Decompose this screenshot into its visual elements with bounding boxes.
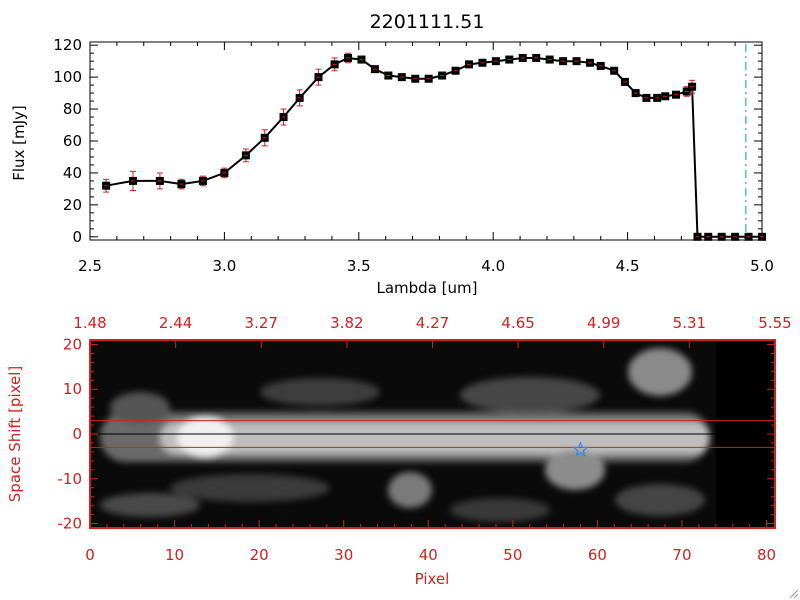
series-line [105, 56, 762, 238]
top-tick-label: 4.27 [416, 314, 449, 332]
plot-frame [89, 41, 763, 241]
x-tick-label: 0 [85, 546, 95, 564]
image-blobs [100, 348, 710, 522]
y-tick-label: 40 [63, 164, 82, 182]
y-axis-label: Flux [mJy] [10, 105, 28, 181]
top-tick-label: 5.55 [758, 314, 791, 332]
blob-right-upper [460, 377, 600, 413]
top-tick-label: 1.48 [73, 314, 106, 332]
y-tick-label: -20 [58, 515, 83, 533]
y-tick-label: -10 [58, 470, 83, 488]
bright-spot-left [177, 417, 233, 457]
top-tick-label: 4.65 [501, 314, 534, 332]
x-tick-label: 60 [588, 546, 607, 564]
blob-lower-c [170, 474, 330, 502]
spectrum-series [102, 52, 766, 241]
x-tick-labels: 2.5 3.0 3.5 4.0 4.5 5.0 [78, 257, 774, 275]
y-tick-label: 20 [63, 196, 82, 214]
x-axis-label: Lambda [um] [377, 279, 478, 297]
no-data-region [715, 340, 775, 528]
x-tick-label: 40 [419, 546, 438, 564]
left-y-tick-labels: -20 -10 0 10 20 [58, 335, 83, 532]
spectrum-chart: 2201111.51 0 20 40 60 80 100 120 2.5 3.0 3.5 4.0 4… [10, 11, 774, 297]
blob-lower-b [545, 450, 605, 490]
x-tick-label: 70 [672, 546, 691, 564]
blob-upper-right [628, 348, 692, 396]
x-tick-label: 4.0 [481, 257, 505, 275]
image-overlays [90, 420, 775, 457]
x-tick-label: 5.0 [750, 257, 774, 275]
top-tick-label: 3.27 [245, 314, 278, 332]
y-tick-label: 0 [72, 425, 82, 443]
x-tick-label: 10 [165, 546, 184, 564]
y-tick-label: 80 [63, 100, 82, 118]
spectral-image-chart: 0 10 20 30 40 50 60 70 80 1.48 2.44 3.27 3.82 4.27 4.… [6, 314, 792, 588]
blob-lower-f [450, 498, 550, 522]
trace-band [160, 422, 710, 454]
blob-lower-e [615, 484, 705, 516]
blob-lower-a [388, 472, 432, 508]
x-tick-label: 50 [503, 546, 522, 564]
blob-upper-left [110, 392, 170, 424]
pixel-axis-label: Pixel [415, 570, 450, 588]
y-tick-label: 100 [53, 68, 82, 86]
x-tick-label: 3.0 [212, 257, 236, 275]
chart-title: 2201111.51 [370, 11, 485, 33]
x-tick-label: 30 [334, 546, 353, 564]
y-tick-label: 60 [63, 132, 82, 150]
blob-lower-d [100, 493, 200, 517]
y-tick-label: 0 [72, 228, 82, 246]
y-tick-label: 120 [53, 36, 82, 54]
top-tick-label: 2.44 [159, 314, 192, 332]
top-tick-label: 3.82 [330, 314, 363, 332]
star-marker-icon [572, 441, 589, 457]
blob-mid-upper [260, 378, 380, 406]
x-tick-label: 20 [250, 546, 269, 564]
y-tick-label: 10 [63, 380, 82, 398]
top-tick-label: 4.99 [587, 314, 620, 332]
x-tick-label: 3.5 [347, 257, 371, 275]
x-tick-label: 80 [757, 546, 776, 564]
resize-grip-icon [789, 589, 799, 599]
bottom-x-tick-labels: 0 10 20 30 40 50 60 70 80 [85, 546, 776, 564]
y-tick-labels: 0 20 40 60 80 100 120 [53, 36, 82, 246]
plot-border [89, 41, 763, 241]
space-shift-axis-label: Space Shift [pixel] [6, 366, 24, 503]
top-tick-label: 5.31 [673, 314, 706, 332]
y-tick-label: 20 [63, 335, 82, 353]
top-wavelength-tick-labels: 1.48 2.44 3.27 3.82 4.27 4.65 4.99 5.31 5.55 [73, 314, 791, 332]
image-frame-and-ticks [89, 339, 776, 529]
x-tick-label: 4.5 [616, 257, 640, 275]
x-tick-label: 2.5 [78, 257, 102, 275]
